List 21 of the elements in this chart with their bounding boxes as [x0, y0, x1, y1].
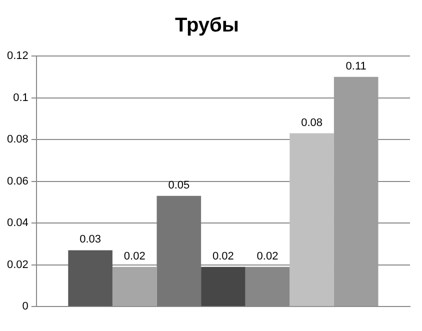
chart-title: Трубы — [175, 14, 239, 37]
bar — [68, 250, 112, 306]
data-label: 0.02 — [212, 250, 234, 262]
bar — [201, 266, 246, 306]
bar — [290, 133, 334, 306]
data-label: 0.03 — [80, 234, 102, 246]
y-tick-label: 0 — [22, 300, 28, 313]
y-tick-label: 0.08 — [6, 134, 28, 146]
data-label: 0.02 — [256, 250, 278, 262]
bar — [156, 196, 202, 306]
data-label: 0.11 — [346, 60, 366, 72]
bar — [112, 266, 157, 306]
data-label: 0.05 — [168, 179, 190, 192]
y-tick-label: 0.12 — [6, 50, 28, 62]
y-tick-label: 0.06 — [6, 175, 28, 188]
data-label: 0.08 — [301, 116, 323, 129]
bar — [334, 76, 378, 306]
y-tick-label: 0.1 — [13, 92, 28, 104]
y-tick-label: 0.02 — [6, 258, 28, 271]
data-label: 0.02 — [124, 250, 146, 262]
y-tick-label: 0.04 — [6, 217, 28, 230]
